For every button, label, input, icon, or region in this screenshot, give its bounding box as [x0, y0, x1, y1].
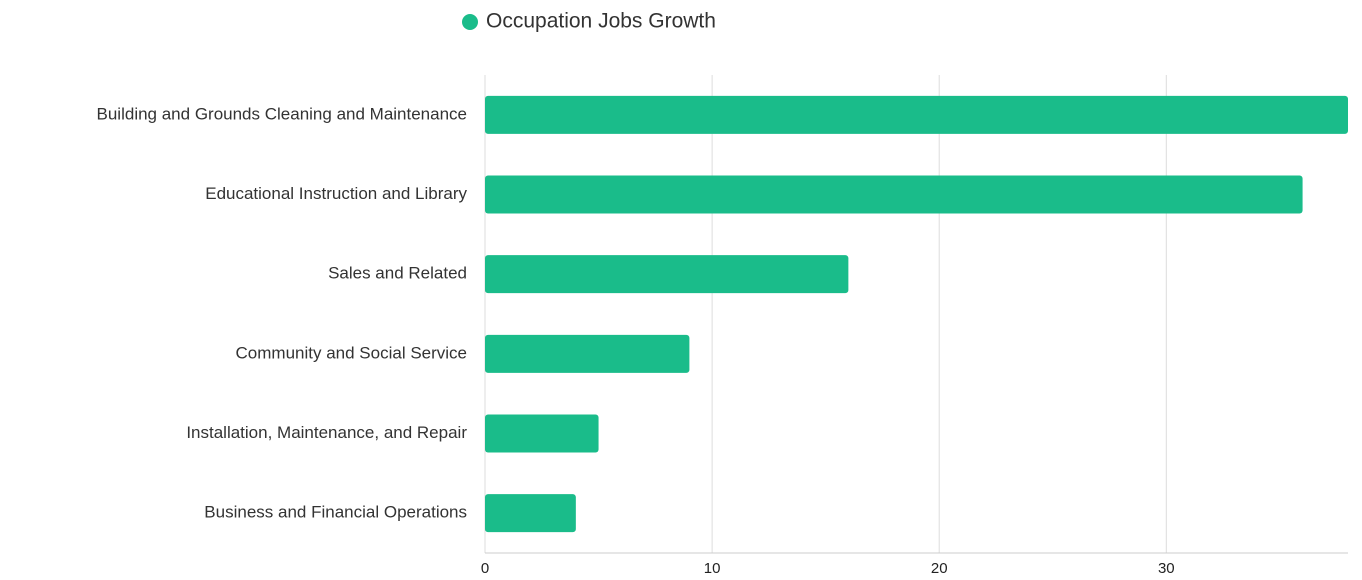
bar — [485, 95, 1348, 134]
bar — [485, 255, 849, 294]
legend-label: Occupation Jobs Growth — [486, 10, 716, 33]
x-tick-label: 10 — [704, 560, 721, 577]
bar — [485, 175, 1303, 214]
legend-marker — [462, 14, 478, 30]
bar — [485, 334, 690, 373]
bar — [485, 494, 576, 533]
x-tick-label: 30 — [1158, 560, 1175, 577]
x-tick-label: 0 — [481, 560, 489, 577]
bar — [485, 414, 599, 453]
y-tick-label: Building and Grounds Cleaning and Mainte… — [97, 104, 467, 123]
y-tick-label: Educational Instruction and Library — [205, 184, 467, 203]
y-tick-label: Sales and Related — [328, 264, 467, 283]
y-tick-label: Installation, Maintenance, and Repair — [186, 423, 467, 442]
y-tick-label: Community and Social Service — [236, 343, 467, 362]
y-tick-label: Business and Financial Operations — [204, 503, 467, 522]
x-tick-label: 20 — [931, 560, 948, 577]
